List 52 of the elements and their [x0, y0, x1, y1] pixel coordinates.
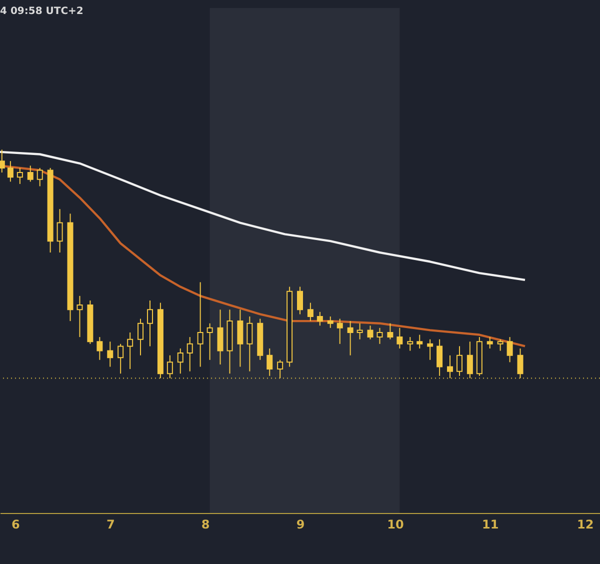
candlestick	[127, 332, 134, 370]
candlestick	[197, 282, 204, 368]
candlestick	[297, 286, 303, 315]
x-tick-label: 10	[387, 518, 404, 532]
candlestick	[367, 325, 374, 340]
candlestick	[436, 338, 443, 376]
candlestick	[497, 338, 504, 352]
candlestick	[506, 336, 513, 363]
x-tick-label: 12	[576, 518, 594, 532]
candlestick	[277, 359, 284, 379]
candlestick	[7, 160, 14, 182]
x-tick-label: 6	[12, 518, 20, 532]
candlestick	[336, 318, 343, 344]
candlestick	[266, 348, 273, 376]
candlestick	[347, 320, 354, 356]
candlestick	[56, 208, 63, 253]
candlestick	[138, 318, 144, 356]
candlestick	[396, 327, 403, 349]
candlestick	[186, 336, 193, 372]
candlestick	[246, 316, 253, 372]
candlestick	[427, 338, 434, 360]
candlestick	[356, 322, 363, 340]
candlestick	[0, 149, 5, 174]
candlestick	[456, 346, 462, 376]
candlestick	[36, 167, 43, 187]
candlestick	[27, 165, 34, 182]
candlestick	[177, 348, 184, 374]
candlestick	[16, 167, 23, 184]
candlestick	[166, 354, 173, 379]
candlestick	[466, 341, 473, 379]
candlestick	[387, 322, 394, 340]
candlestick	[118, 343, 124, 374]
candlestick	[316, 311, 323, 326]
candlestick	[96, 336, 103, 360]
candlestick	[327, 316, 334, 328]
candlestick	[376, 327, 383, 344]
x-tick-label: 8	[201, 518, 210, 532]
x-tick-label: 11	[482, 518, 499, 532]
candlestick	[447, 354, 453, 379]
candlestick	[237, 309, 244, 368]
candlestick	[147, 300, 153, 347]
x-tick-label: 9	[296, 518, 305, 532]
text: 4 09:58 UTC+2	[0, 6, 84, 17]
candlestick	[407, 336, 414, 352]
candlestick	[416, 334, 423, 349]
candlestick	[107, 341, 114, 368]
candlestick	[217, 309, 224, 365]
candlestick	[486, 336, 493, 349]
candlestick	[307, 302, 314, 322]
candlestick	[517, 348, 524, 379]
candlestick	[76, 295, 83, 338]
x-tick-label: 7	[106, 518, 115, 532]
